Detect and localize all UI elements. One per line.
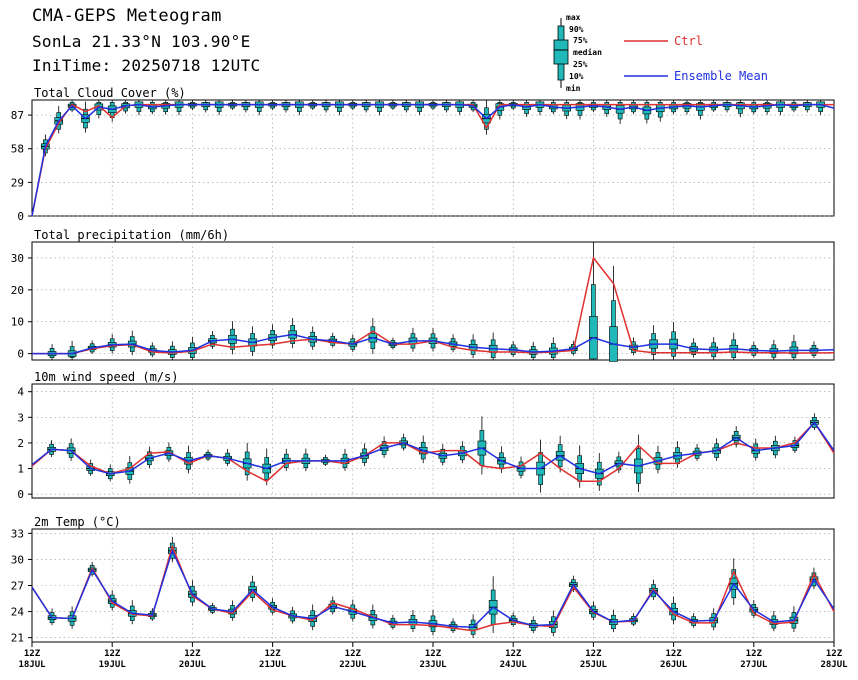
x-axis: 12Z18JUL12Z19JUL12Z20JUL12Z21JUL12Z22JUL… xyxy=(18,642,848,670)
y-tick-label: 27 xyxy=(11,580,24,593)
y-tick-label: 33 xyxy=(11,527,24,540)
legend-min-label: min xyxy=(566,83,581,93)
mean-line xyxy=(31,421,835,475)
y-tick-label: 4 xyxy=(17,386,24,399)
x-tick-label-date: 28JUL xyxy=(820,660,848,670)
x-tick-label-time: 12Z xyxy=(345,649,362,659)
x-tick-label-date: 20JUL xyxy=(179,660,207,670)
legend-75-label: 75% xyxy=(573,36,588,45)
mean-line xyxy=(32,333,835,355)
y-tick-label: 1 xyxy=(17,463,24,476)
panel-3: 10m wind speed (m/s) 0 1 2 3 4 xyxy=(17,370,835,501)
init-time-label: IniTime: 20250718 12UTC xyxy=(32,56,261,75)
y-tick-label: 0 xyxy=(17,488,24,501)
x-tick-label-time: 12Z xyxy=(104,649,121,659)
y-tick-label: 30 xyxy=(11,553,24,566)
legend-90-label: 90% xyxy=(569,25,584,34)
panel-title: 2m Temp (°C) xyxy=(34,515,121,529)
y-tick-label: 58 xyxy=(11,143,24,156)
legend-25-label: 25% xyxy=(573,60,588,69)
y-tick-label: 3 xyxy=(17,411,24,424)
x-tick-label-time: 12Z xyxy=(264,649,281,659)
legend-box-glyph xyxy=(553,18,569,88)
ctrl-line xyxy=(31,544,835,632)
legend: max 90% 75% median 25% 10% min Ctrl Ense… xyxy=(553,13,768,93)
y-tick-label: 29 xyxy=(11,176,24,189)
panel-title: Total Cloud Cover (%) xyxy=(34,86,186,100)
legend-median-label: median xyxy=(573,47,602,57)
x-tick-label-date: 24JUL xyxy=(500,660,528,670)
x-tick-label-date: 27JUL xyxy=(740,660,768,670)
x-tick-label-time: 12Z xyxy=(425,649,442,659)
x-tick-label-time: 12Z xyxy=(826,649,843,659)
x-tick-label-date: 22JUL xyxy=(339,660,367,670)
y-tick-label: 0 xyxy=(17,210,24,223)
legend-10-label: 10% xyxy=(569,72,584,81)
y-tick-label: 10 xyxy=(11,316,24,329)
panel-title: 10m wind speed (m/s) xyxy=(34,370,179,384)
legend-mean-label: Ensemble Mean xyxy=(674,69,768,83)
mean-line xyxy=(31,103,835,217)
x-tick-label-time: 12Z xyxy=(665,649,682,659)
legend-max-label: max xyxy=(566,13,581,22)
x-tick-label-date: 18JUL xyxy=(18,660,46,670)
panel-2: Total precipitation (mm/6h) 0 10 20 30 xyxy=(11,228,835,362)
x-tick-label-time: 12Z xyxy=(746,649,763,659)
panel-title: Total precipitation (mm/6h) xyxy=(34,228,229,242)
y-tick-label: 0 xyxy=(17,348,24,361)
x-tick-label-time: 12Z xyxy=(585,649,602,659)
y-tick-label: 24 xyxy=(11,606,25,619)
x-tick-label-date: 25JUL xyxy=(580,660,608,670)
panel-frame xyxy=(31,383,835,499)
y-tick-label: 87 xyxy=(11,109,24,122)
y-tick-label: 30 xyxy=(11,252,24,265)
station-label: SonLa 21.33°N 103.90°E xyxy=(32,32,251,51)
y-tick-label: 21 xyxy=(11,632,24,645)
x-tick-label-date: 19JUL xyxy=(99,660,127,670)
chart-title: CMA-GEPS Meteogram xyxy=(32,6,222,26)
x-tick-label-time: 12Z xyxy=(184,649,201,659)
panel-4: 2m Temp (°C) 21 24 27 30 33 xyxy=(11,515,835,645)
y-tick-label: 20 xyxy=(11,284,24,297)
y-tick-label: 2 xyxy=(17,437,24,450)
x-tick-label-date: 23JUL xyxy=(419,660,447,670)
panel-1: Total Cloud Cover (%) 0 29 58 87 xyxy=(11,86,835,223)
mean-line xyxy=(31,548,835,628)
legend-ctrl-label: Ctrl xyxy=(674,34,703,48)
x-tick-label-time: 12Z xyxy=(505,649,522,659)
panel-frame xyxy=(31,99,835,217)
x-tick-label-date: 21JUL xyxy=(259,660,287,670)
x-tick-label-time: 12Z xyxy=(24,649,41,659)
x-tick-label-date: 26JUL xyxy=(660,660,688,670)
